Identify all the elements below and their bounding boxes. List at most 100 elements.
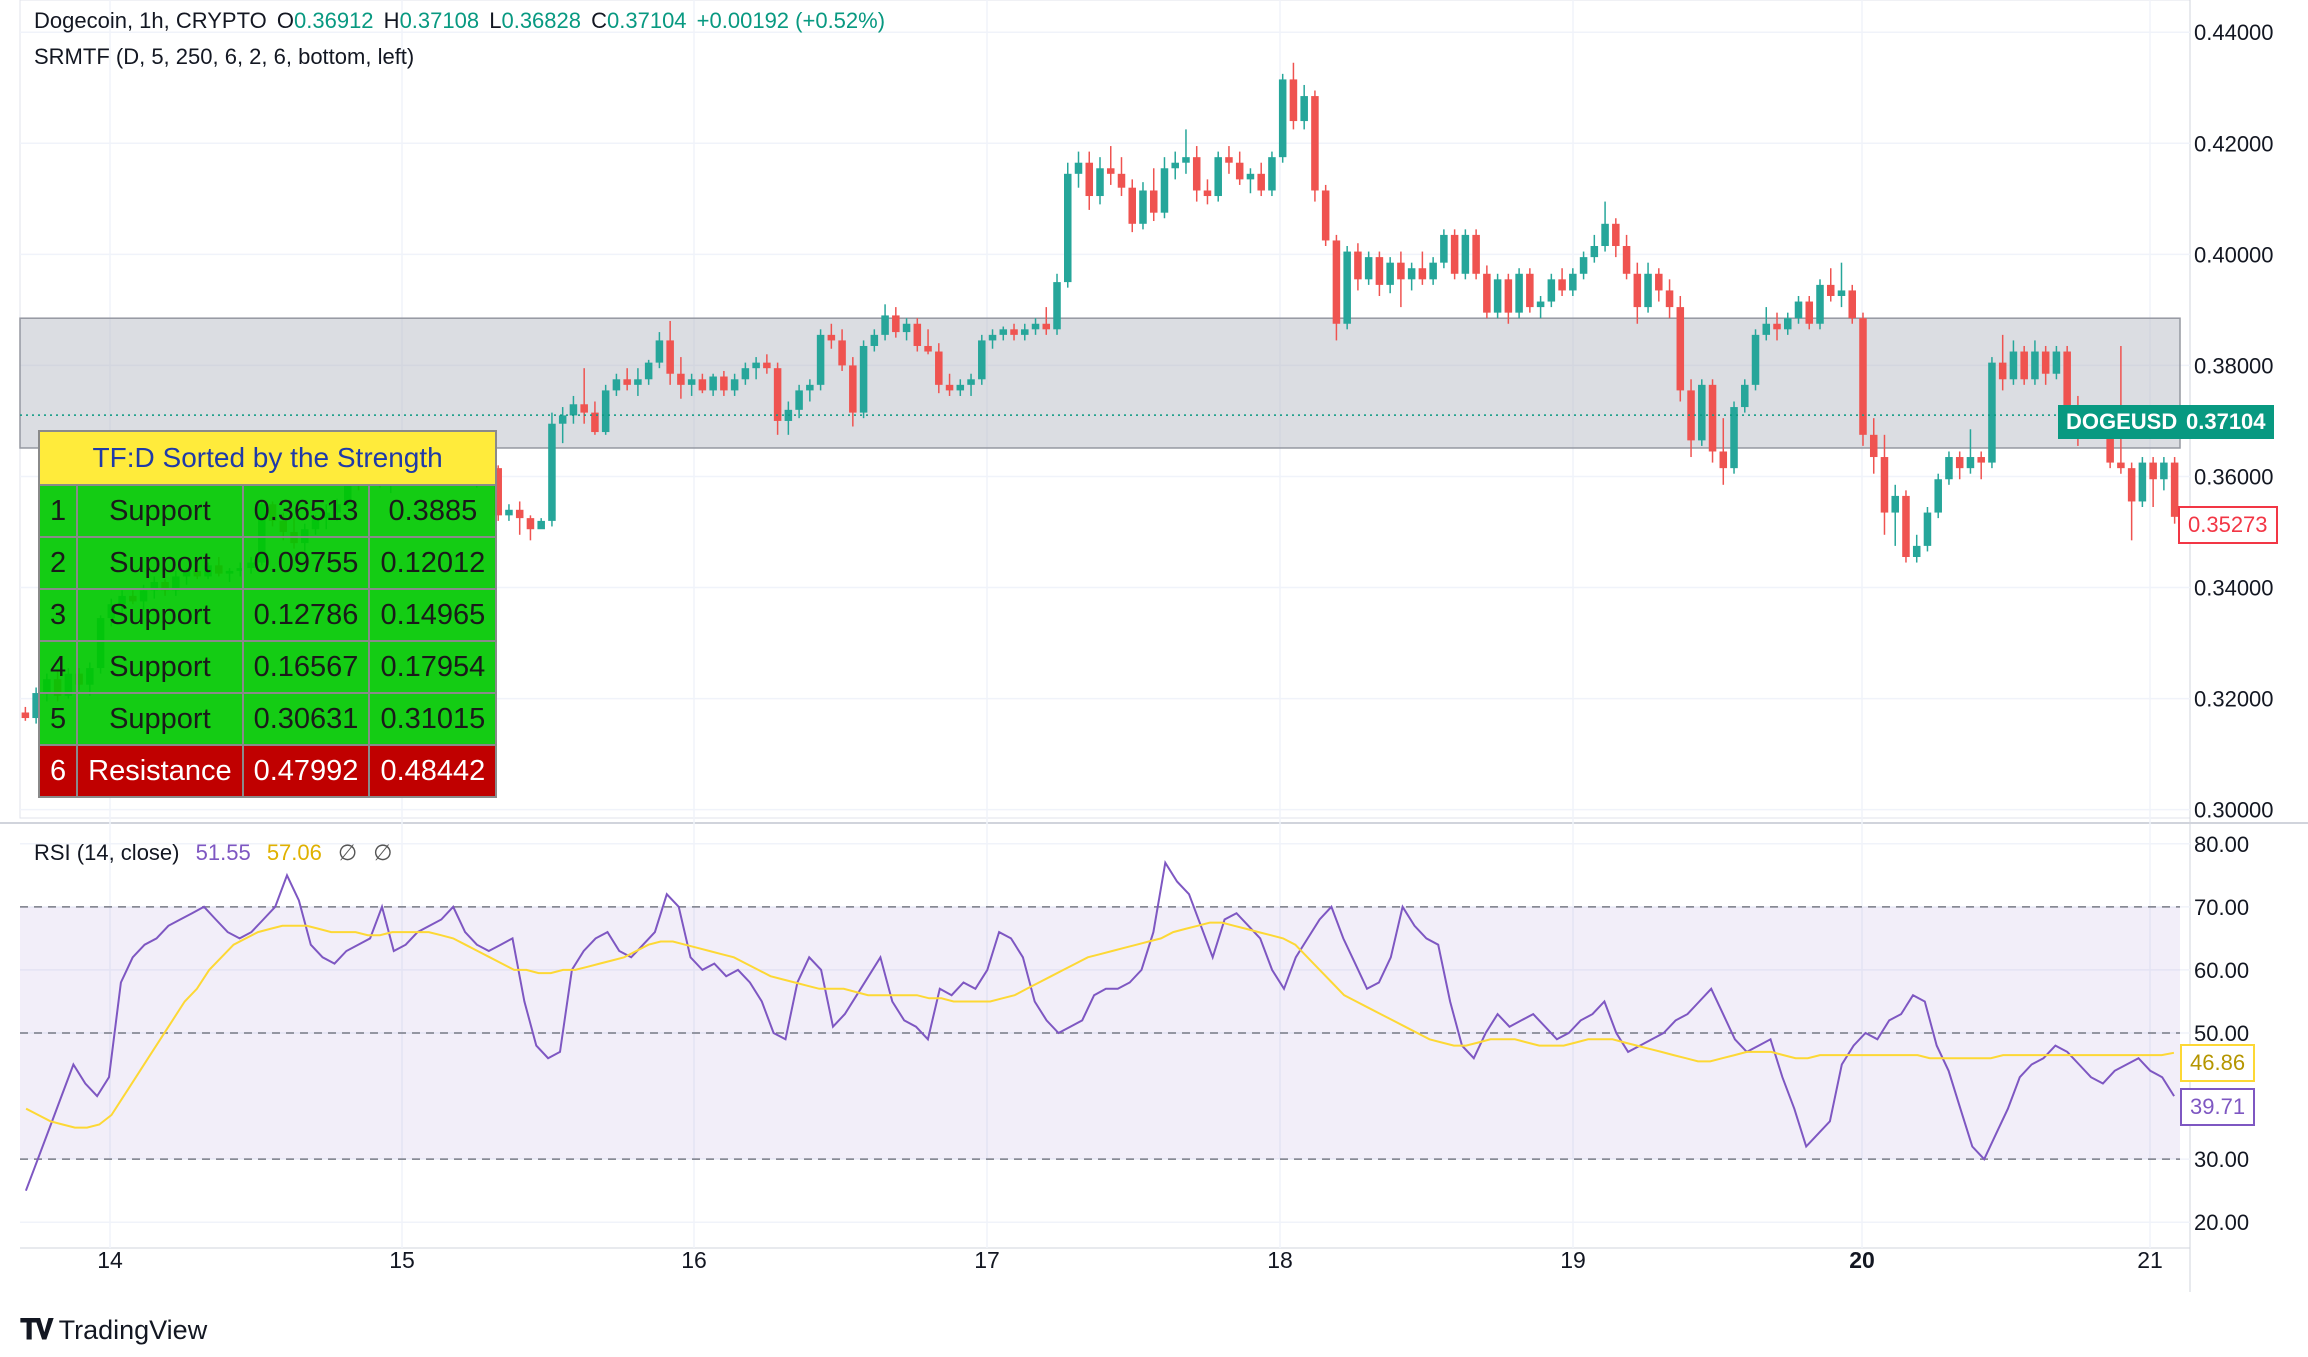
table-row: 4 Support 0.16567 0.17954: [37, 640, 498, 694]
candle-body: [1375, 257, 1384, 285]
candle-body: [1708, 384, 1717, 452]
indicator-legend[interactable]: SRMTF (D, 5, 250, 6, 2, 6, bottom, left): [34, 44, 418, 70]
candle-body: [1386, 262, 1394, 285]
rsi-line: [24, 859, 2175, 1192]
rsi-series: [24, 859, 2175, 1192]
rsi-band: [20, 906, 2180, 1160]
row-number: 4: [37, 640, 79, 694]
rsi-legend[interactable]: RSI (14, close) 51.55 57.06 ∅ ∅: [34, 840, 396, 866]
candle-body: [537, 520, 545, 530]
candle-body: [1676, 307, 1685, 391]
candle-body: [1698, 384, 1706, 441]
candle-body: [720, 376, 728, 391]
candle-body: [1848, 290, 1856, 319]
candle-body: [1440, 234, 1448, 263]
candle-body: [988, 334, 997, 341]
candle-body: [1332, 240, 1341, 324]
candle-body: [601, 390, 610, 433]
candle-body: [1633, 273, 1642, 308]
candle-body: [2138, 462, 2147, 502]
row-number: 3: [37, 588, 79, 642]
row-high: 0.48442: [368, 744, 498, 798]
row-high: 0.3885: [368, 484, 498, 538]
candle-body: [1955, 457, 1964, 469]
candle-body: [1192, 157, 1201, 191]
time-tick-label: 14: [97, 1247, 123, 1273]
row-low: 0.36513: [241, 484, 371, 538]
time-tick-label: 19: [1560, 1247, 1586, 1273]
price-tick-label: 0.44000: [2194, 20, 2274, 45]
candle-body: [644, 362, 653, 380]
candle-body: [816, 334, 825, 385]
candle-body: [709, 376, 717, 391]
tradingview-logo[interactable]: 𝐓𝐕 TradingView: [20, 1314, 207, 1347]
rsi-tick-label: 80.00: [2194, 832, 2249, 857]
symbol-title: Dogecoin, 1h, CRYPTO: [34, 8, 267, 33]
rsi-tick-label: 30.00: [2194, 1147, 2249, 1172]
candle-body: [1762, 323, 1771, 335]
candle-body: [1053, 282, 1061, 330]
candle-body: [945, 384, 954, 391]
table-row: 5 Support 0.30631 0.31015: [37, 692, 498, 746]
candle-body: [1988, 362, 1996, 463]
candle-body: [1289, 79, 1298, 122]
candle-body: [1483, 273, 1491, 313]
candle-body: [1526, 273, 1534, 308]
rsi-tick-label: 20.00: [2194, 1210, 2249, 1235]
table-title: TF:D Sorted by the Strength: [37, 430, 498, 486]
candle-body: [1429, 262, 1437, 280]
table-row: 2 Support 0.09755 0.12012: [37, 536, 498, 590]
price-tick-label: 0.38000: [2194, 353, 2274, 378]
candle-body: [978, 340, 986, 380]
high-value: 0.37108: [399, 8, 480, 33]
candle-body: [838, 340, 846, 366]
candle-body: [902, 323, 911, 333]
candle-body: [1655, 273, 1663, 291]
close-label: C: [591, 8, 608, 33]
price-tick-label: 0.30000: [2194, 798, 2274, 823]
candle-body: [806, 384, 814, 391]
candle-body: [1042, 323, 1051, 330]
candle-body: [2117, 462, 2125, 469]
candle-body: [2127, 468, 2136, 502]
candle-body: [1461, 234, 1470, 274]
candle-body: [1612, 223, 1620, 247]
indicator-name: SRMTF (D, 5, 250, 6, 2, 6, bottom, left): [34, 44, 415, 69]
high-label: H: [383, 8, 400, 33]
symbol-legend[interactable]: Dogecoin, 1h, CRYPTO O0.36912 H0.37108 L…: [34, 8, 889, 34]
last-price-badge: 0.37104: [2178, 405, 2274, 439]
candle-body: [1794, 301, 1803, 319]
row-number: 5: [37, 692, 79, 746]
candle-body: [2009, 351, 2018, 380]
table-row: 6 Resistance 0.47992 0.48442: [37, 744, 498, 798]
candle-body: [730, 379, 739, 391]
candle-body: [1837, 290, 1846, 296]
table-row: 1 Support 0.36513 0.3885: [37, 484, 498, 538]
candle-body: [558, 415, 567, 424]
tradingview-logo-icon: 𝐓𝐕: [20, 1314, 54, 1345]
row-type: Support: [76, 484, 244, 538]
candle-body: [1859, 318, 1867, 435]
candle-body: [1977, 457, 1985, 463]
candle-body: [1225, 157, 1233, 163]
time-tick-label: 17: [974, 1247, 1000, 1273]
candle-body: [1730, 407, 1738, 469]
candle-body: [1214, 157, 1222, 197]
candle-body: [849, 365, 857, 413]
low-value: 0.36828: [501, 8, 581, 33]
candle-body: [1450, 234, 1459, 274]
price-tick-label: 0.40000: [2194, 242, 2274, 267]
rsi-na-2: ∅: [373, 840, 393, 865]
time-tick-label: 15: [389, 1247, 415, 1273]
row-low: 0.30631: [241, 692, 371, 746]
candle-body: [1117, 173, 1126, 188]
candle-body: [1160, 168, 1169, 213]
rsi-value: 51.55: [195, 840, 251, 865]
candle-body: [2041, 351, 2050, 374]
candlestick-series: [21, 62, 2179, 724]
candle-body: [623, 379, 631, 385]
candle-body: [548, 423, 556, 521]
candle-body: [1891, 495, 1899, 513]
candle-body: [1128, 187, 1136, 224]
